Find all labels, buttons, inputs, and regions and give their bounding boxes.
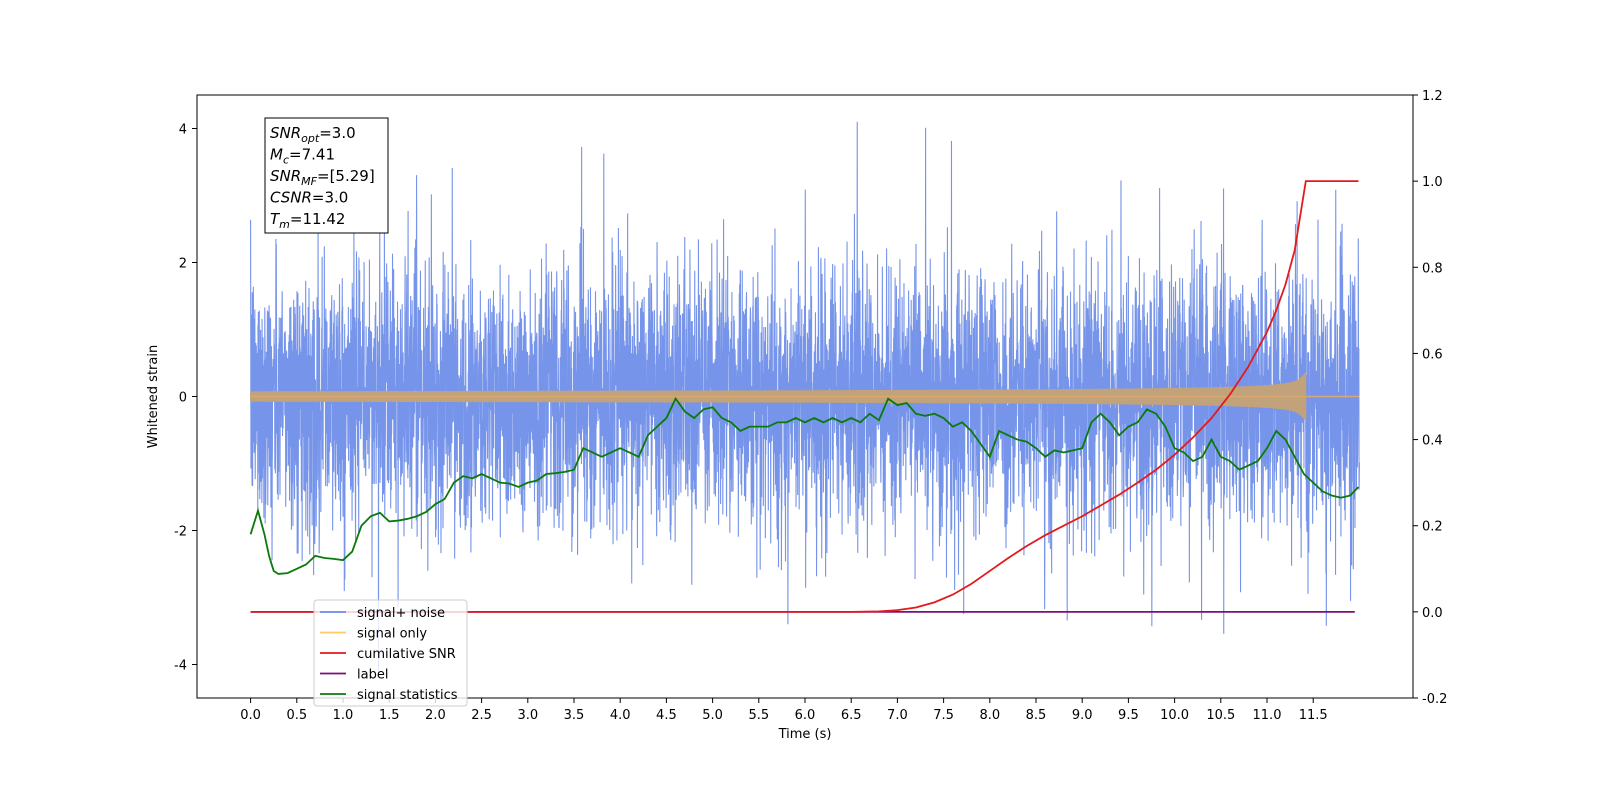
x-tick-label: 1.5 xyxy=(379,708,400,723)
x-tick-label: 6.5 xyxy=(841,708,862,723)
annotation-line: SNRMF=[5.29] xyxy=(270,167,375,188)
signal-noise-line xyxy=(250,121,1360,672)
x-axis: 0.0 0.5 1.0 1.5 2.0 2.5 3.0 3.5 4.0 4.5 5.0 5.5 6.0 6… xyxy=(240,698,1328,723)
legend: signal+ noise signal only cumilative SNR la… xyxy=(313,599,468,707)
x-tick-label: 9.0 xyxy=(1072,708,1093,723)
legend-label: signal+ noise xyxy=(357,606,445,621)
y-left-tick-label: 0 xyxy=(179,391,187,406)
y-axis-left-label: Whitened strain xyxy=(146,345,161,448)
annotation-value: =[5.29] xyxy=(317,167,375,185)
x-tick-label: 0.5 xyxy=(286,708,307,723)
y-right-tick-label: 0.4 xyxy=(1422,434,1443,449)
legend-frame xyxy=(313,599,468,707)
y-right-tick-label: 0.2 xyxy=(1422,520,1443,535)
annotation-symbol: T xyxy=(270,210,281,228)
annotation-symbol: M xyxy=(270,146,283,164)
x-tick-label: 6.0 xyxy=(795,708,816,723)
annotation-line: CSNR=3.0 xyxy=(270,189,348,207)
y-right-tick-label: -0.2 xyxy=(1422,692,1447,707)
y-axis-left: -4 -2 0 2 4 xyxy=(174,123,197,674)
annotation-symbol: CSNR xyxy=(270,189,312,207)
x-tick-label: 10.0 xyxy=(1160,708,1189,723)
annotation-subscript: MF xyxy=(301,175,317,188)
x-tick-label: 3.0 xyxy=(517,708,538,723)
x-tick-label: 5.5 xyxy=(748,708,769,723)
x-tick-label: 3.5 xyxy=(564,708,585,723)
signal-only-series xyxy=(250,371,1360,422)
x-tick-label: 8.0 xyxy=(979,708,1000,723)
legend-label: label xyxy=(357,668,388,683)
annotation-symbol: SNR xyxy=(270,167,301,185)
annotation-subscript: m xyxy=(279,218,290,231)
y-left-tick-label: -4 xyxy=(174,659,187,674)
x-tick-label: 8.5 xyxy=(1026,708,1047,723)
y-right-tick-label: 0.0 xyxy=(1422,606,1443,621)
annotation-value: =3.0 xyxy=(312,189,348,207)
x-tick-label: 9.5 xyxy=(1118,708,1139,723)
y-right-tick-label: 1.0 xyxy=(1422,175,1443,190)
x-tick-label: 5.0 xyxy=(702,708,723,723)
x-tick-label: 11.0 xyxy=(1253,708,1282,723)
y-right-tick-label: 0.8 xyxy=(1422,261,1443,276)
annotation-value: =7.41 xyxy=(289,146,335,164)
y-right-tick-label: 1.2 xyxy=(1422,89,1443,104)
y-left-tick-label: 2 xyxy=(179,257,187,272)
annotation-line: Tm=11.42 xyxy=(270,210,345,231)
legend-label: cumilative SNR xyxy=(357,647,456,662)
signal-statistics-line xyxy=(249,396,1360,575)
x-axis-label: Time (s) xyxy=(778,727,832,742)
annotation-subscript: c xyxy=(283,154,289,167)
y-right-tick-label: 0.6 xyxy=(1422,347,1443,362)
x-tick-label: 2.5 xyxy=(471,708,492,723)
annotation-value: =11.42 xyxy=(290,210,346,228)
x-tick-label: 4.0 xyxy=(610,708,631,723)
x-tick-label: 7.5 xyxy=(933,708,954,723)
annotation-subscript: opt xyxy=(301,132,320,145)
annotation-frame xyxy=(264,117,389,234)
x-tick-label: 2.0 xyxy=(425,708,446,723)
y-left-tick-label: 4 xyxy=(179,123,187,138)
x-tick-label: 4.5 xyxy=(656,708,677,723)
x-tick-label: 1.0 xyxy=(333,708,354,723)
annotation-line: Mc=7.41 xyxy=(270,146,335,167)
cumilative-snr-line xyxy=(250,180,1359,613)
y-axis-right: -0.2 0.0 0.2 0.4 0.6 0.8 1.0 1.2 xyxy=(1413,89,1447,707)
x-tick-label: 11.5 xyxy=(1299,708,1328,723)
x-tick-label: 7.0 xyxy=(887,708,908,723)
x-tick-label: 10.5 xyxy=(1206,708,1235,723)
annotation-symbol: SNR xyxy=(270,124,301,142)
y-left-tick-label: -2 xyxy=(174,525,187,540)
legend-label: signal statistics xyxy=(357,688,458,703)
annotation-box: SNRopt=3.0Mc=7.41SNRMF=[5.29]CSNR=3.0Tm=… xyxy=(264,117,389,234)
signal-noise-series xyxy=(250,121,1360,672)
x-tick-label: 0.0 xyxy=(240,708,261,723)
annotation-value: =3.0 xyxy=(319,124,355,142)
annotation-line: SNRopt=3.0 xyxy=(270,124,356,145)
legend-label: signal only xyxy=(357,627,427,642)
